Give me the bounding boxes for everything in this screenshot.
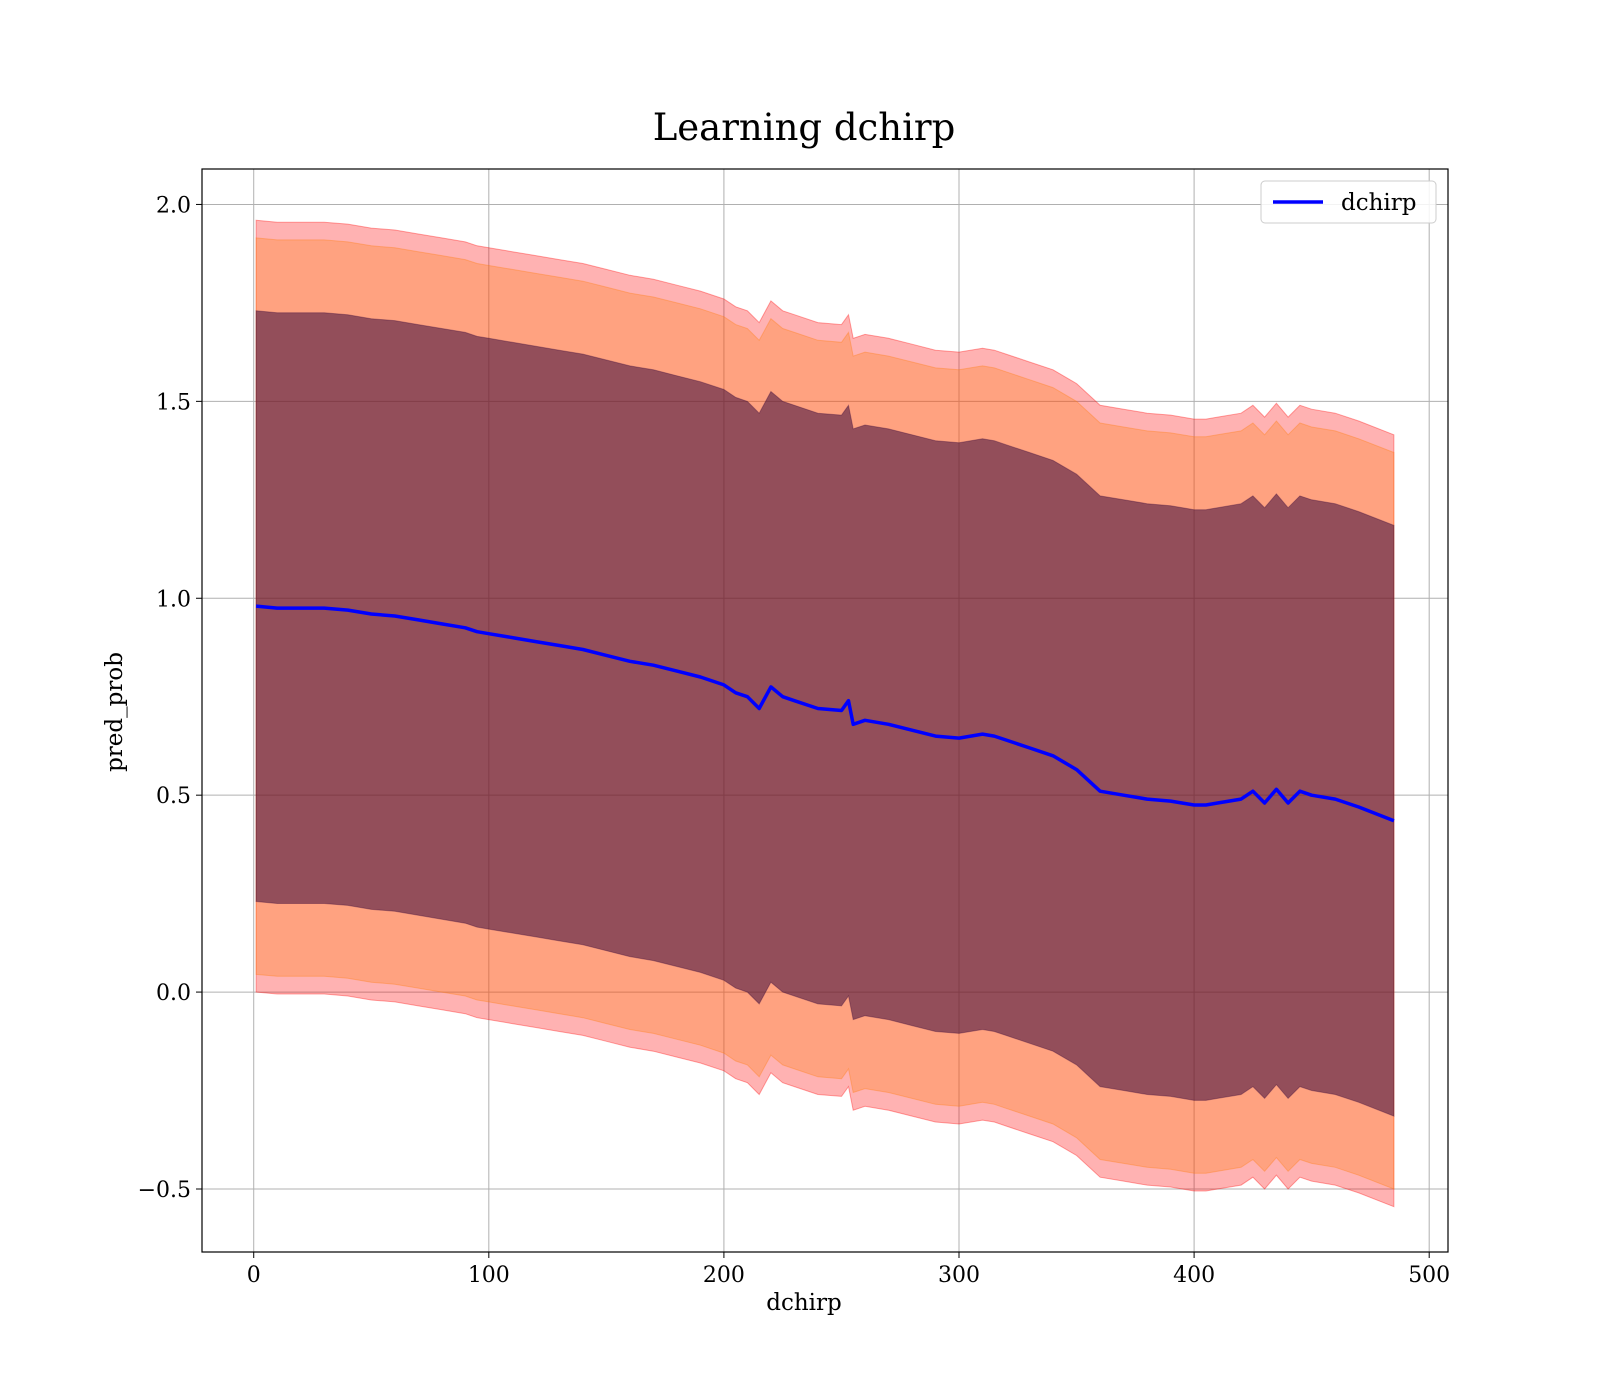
- chart-title: Learning dchirp: [653, 106, 956, 149]
- y-tick-label-1: 0.0: [156, 981, 191, 1006]
- series-line-dchirp: [255, 604, 1395, 823]
- axes-frame: [201, 168, 1449, 1253]
- y-tick-label-2: 0.5: [156, 784, 191, 809]
- y-tick-label-3: 1.0: [156, 587, 191, 612]
- legend-label-dchirp: dchirp: [1341, 190, 1417, 216]
- x-tick-label-1: 100: [468, 1263, 510, 1288]
- x-tick-label-5: 500: [1408, 1263, 1450, 1288]
- y-tick-label-4: 1.5: [156, 390, 191, 415]
- x-tick-label-0: 0: [247, 1263, 261, 1288]
- y-tick-label-0: −0.5: [138, 1178, 191, 1203]
- plot-area: 0 100 200 300 400 500 −0.5 0.0 0.5 1.0 1.5 2.0 dchir…: [138, 168, 1450, 1288]
- legend-box: [1260, 180, 1437, 224]
- x-tick-label-2: 200: [703, 1263, 745, 1288]
- x-tick-label-4: 400: [1173, 1263, 1215, 1288]
- y-tick-label-5: 2.0: [156, 193, 191, 218]
- y-axis-label: pred_prob: [102, 652, 128, 772]
- x-axis-label: dchirp: [766, 1290, 842, 1316]
- confidence-band-2: [255, 310, 1395, 1117]
- x-tick-label-3: 300: [938, 1263, 980, 1288]
